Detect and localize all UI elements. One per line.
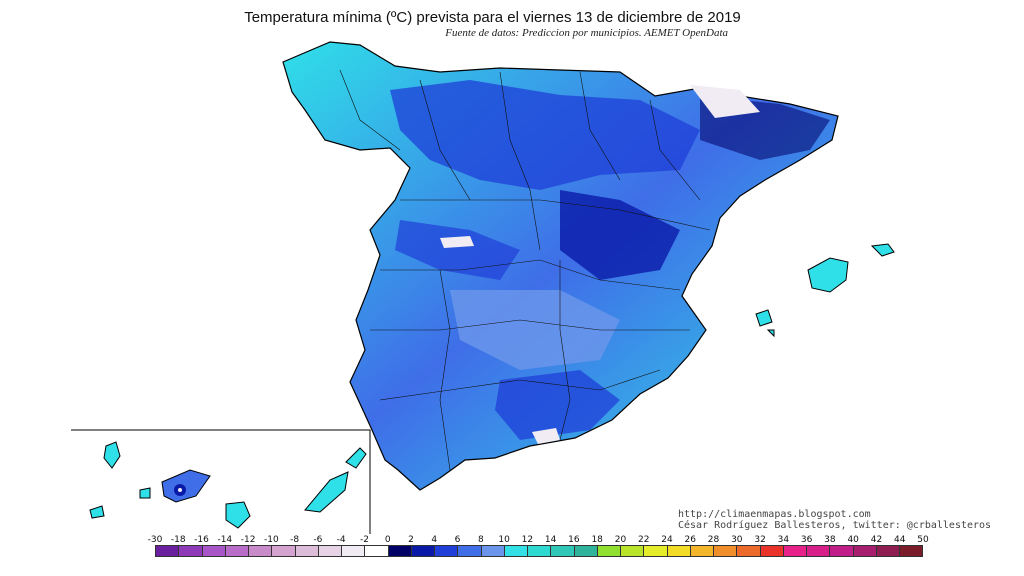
balearic-islands (755, 243, 895, 338)
legend-tick-label: 2 (408, 535, 414, 545)
legend-tick-label: 6 (454, 535, 461, 545)
legend-swatch (899, 546, 924, 556)
legend-tick-label: 28 (707, 535, 720, 545)
legend-tick-label: 10 (498, 535, 510, 545)
legend-swatch (480, 546, 504, 556)
legend-tick-label: 40 (847, 535, 859, 545)
data-source: Fuente de datos: Prediccion por municipi… (445, 27, 728, 39)
legend-swatch (713, 546, 737, 556)
legend-swatch (573, 546, 597, 556)
legend-swatch (759, 546, 783, 556)
legend-swatch (434, 546, 458, 556)
legend-tick-label: -30 (147, 535, 163, 545)
legend-tick-label: 30 (731, 535, 743, 545)
legend-swatch (596, 546, 620, 556)
legend-swatches (155, 545, 924, 557)
legend-swatch (550, 546, 574, 556)
legend-tick-label: 18 (591, 535, 603, 545)
legend-tick-label: 34 (777, 535, 790, 545)
legend-tick-label: -16 (194, 535, 209, 545)
legend-swatch (248, 546, 272, 556)
legend-tick-label: -12 (240, 535, 256, 545)
legend-tick-label: -4 (336, 535, 346, 545)
legend-tick-label: 22 (637, 535, 650, 545)
legend-swatch (875, 546, 899, 556)
legend-swatch (201, 546, 225, 556)
color-legend: -30 -18 -16 -14 -12 -10 -8 -6 -4 -2 0 2 4 6 8 10 12 14 16 1… (148, 535, 929, 565)
legend-swatch (317, 546, 341, 556)
legend-swatch (341, 546, 365, 556)
peninsula-map (282, 41, 839, 491)
legend-tick-label: 42 (870, 535, 883, 545)
legend-tick-label: 44 (893, 535, 906, 545)
legend-swatch (689, 546, 713, 556)
legend-tick-label: -6 (313, 535, 323, 545)
credit-blog: http://climaenmapas.blogspot.com (678, 509, 871, 520)
legend-tick-label: 4 (431, 535, 438, 545)
legend-swatch (852, 546, 876, 556)
legend-tick-label: 12 (521, 535, 534, 545)
legend-swatch (224, 546, 248, 556)
legend-tick-label: 32 (754, 535, 766, 545)
legend-swatch (387, 546, 411, 556)
legend-swatch (294, 546, 318, 556)
legend-swatch (643, 546, 667, 556)
legend-swatch (806, 546, 830, 556)
legend-tick-label: -14 (217, 535, 233, 545)
legend-swatch (736, 546, 760, 556)
legend-tick-label: 14 (544, 535, 557, 545)
legend-swatch (410, 546, 434, 556)
legend-swatch (666, 546, 690, 556)
canary-islands-inset (71, 429, 371, 534)
legend-tick-label: 16 (568, 535, 580, 545)
legend-tick-label: 38 (824, 535, 836, 545)
legend-tick-label: 26 (684, 535, 696, 545)
legend-tick-label: -2 (359, 535, 369, 545)
legend-tick-label: 20 (614, 535, 627, 545)
legend-tick-label: 0 (384, 535, 391, 545)
legend-tick-label: -10 (264, 535, 279, 545)
legend-swatch (155, 546, 179, 556)
legend-swatch (782, 546, 806, 556)
legend-swatch (364, 546, 388, 556)
legend-swatch (457, 546, 481, 556)
credit-author: César Rodríguez Ballesteros, twitter: @c… (678, 520, 992, 531)
legend-swatch (527, 546, 551, 556)
legend-tick-label: 50 (917, 535, 929, 545)
legend-swatch (178, 546, 202, 556)
legend-swatch (829, 546, 853, 556)
legend-tick-label: 8 (477, 535, 484, 545)
legend-tick-label: 24 (661, 535, 673, 545)
map-title: Temperatura mínima (ºC) prevista para el… (244, 9, 741, 26)
legend-tick-label: -8 (290, 535, 300, 545)
legend-tick-label: 36 (800, 535, 813, 545)
legend-swatch (620, 546, 644, 556)
legend-swatch (271, 546, 295, 556)
legend-tick-label: -18 (170, 535, 186, 545)
legend-swatch (503, 546, 527, 556)
